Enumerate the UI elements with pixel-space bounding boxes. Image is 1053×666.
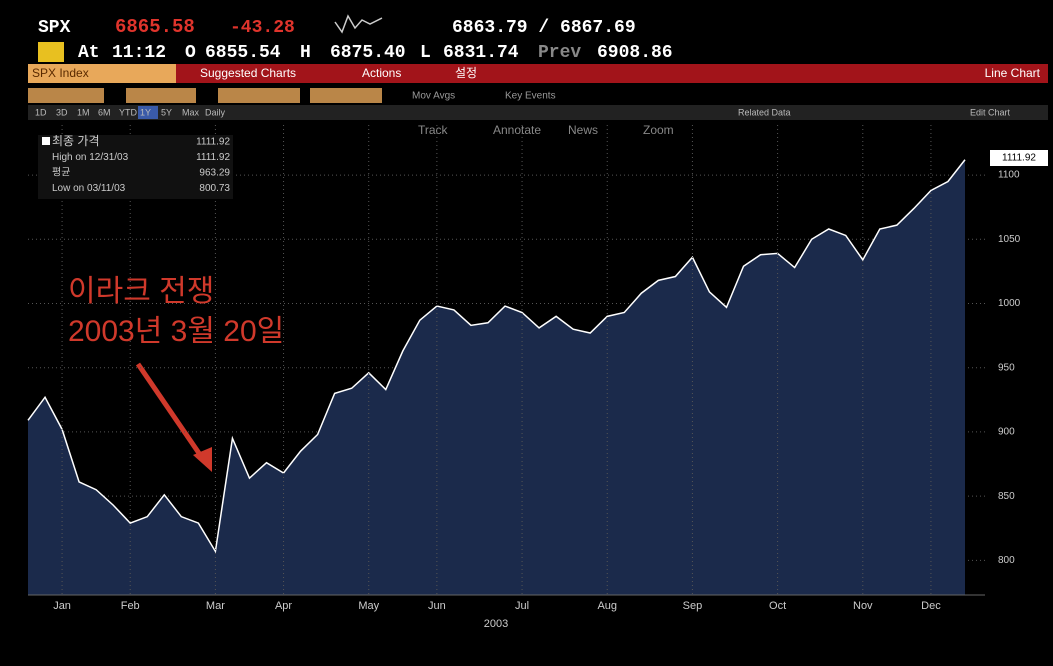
x-tick-label: Jun [428,600,446,612]
period-button[interactable]: 6M [98,107,111,117]
period-button[interactable]: 3D [56,107,68,117]
open-label: O [185,43,196,63]
legend-swatch [42,137,50,145]
last-price-tag [990,150,1048,166]
x-tick-label: Mar [206,600,225,612]
period-active [138,106,158,119]
x-tick-label: Dec [921,600,941,612]
legend-value: 1111.92 [196,152,230,163]
x-axis-label: 2003 [484,618,508,630]
annotation: 2003년 3월 20일 [68,315,284,348]
chart-tool[interactable]: Track [418,123,449,137]
x-tick-label: Feb [121,600,140,612]
y-tick-label: 850 [998,491,1015,502]
legend-label: High on 12/31/03 [52,152,129,163]
related-data: Related Data [738,107,791,117]
prev: 6908.86 [597,43,673,63]
last-price: 6865.58 [115,16,195,38]
y-tick-label: 1050 [998,234,1021,245]
sparkline-icon [334,14,383,34]
key-events: Key Events [505,91,556,102]
bid-ask: 6863.79 / 6867.69 [452,18,636,38]
period-button[interactable]: 5Y [161,107,172,117]
x-tick-label: Apr [275,600,292,612]
toolbar-row [28,105,1048,120]
net-change: -43.28 [230,18,295,38]
toolbar-field [218,88,300,103]
x-tick-label: May [358,600,379,612]
mov-avgs: Mov Avgs [412,91,455,102]
last-price-label: 1111.92 [1002,153,1036,164]
suggested-charts: Suggested Charts [200,66,296,80]
period-button[interactable]: 1D [35,107,47,117]
toolbar-field [126,88,196,103]
low-label: L [420,43,431,63]
x-tick-label: Oct [769,600,786,612]
ticker: SPX [38,18,71,38]
legend-value: 800.73 [199,183,230,194]
x-tick-label: Aug [597,600,617,612]
security: SPX Index [32,66,89,80]
price-line [27,159,966,554]
area [28,159,965,596]
toolbar-field [310,88,382,103]
x-tick-label: Nov [853,600,873,612]
prev-label: Prev [538,43,581,63]
chart-type: Line Chart [985,66,1041,80]
x-tick-label: Jul [515,600,529,612]
legend-label: Low on 03/11/03 [52,183,126,194]
x-tick-label: Sep [683,600,703,612]
settings: 설정 [455,66,477,80]
y-tick-label: 950 [998,362,1015,373]
chart-tool[interactable]: Annotate [493,123,541,137]
high-label: H [300,43,311,63]
legend-value: 963.29 [199,168,230,179]
legend-value: 1111.92 [196,137,230,148]
legend-box [38,135,233,199]
actions: Actions [362,66,401,80]
high: 6875.40 [330,43,406,63]
annotation-arrow [135,362,208,464]
time: 11:12 [112,43,166,63]
security-box[interactable] [28,64,176,83]
legend-label: 평균 [52,167,70,179]
toolbar-field [28,88,104,103]
period-button[interactable]: Max [182,107,200,117]
legend-label: 최종 가격 [52,134,100,148]
open: 6855.54 [205,43,281,63]
period-button[interactable]: YTD [119,107,138,117]
y-tick-label: 900 [998,427,1015,438]
low: 6831.74 [443,43,519,63]
chart-tool[interactable]: Zoom [643,123,674,137]
frequency: Daily [205,107,226,117]
edit-chart: Edit Chart [970,107,1011,117]
period-button[interactable]: 1M [77,107,90,117]
at-label: At [78,43,100,63]
y-tick-label: 1000 [998,298,1021,309]
y-tick-label: 800 [998,555,1015,566]
status-icon [38,42,64,62]
y-tick-label: 1100 [998,170,1020,181]
period-button[interactable]: 1Y [140,107,151,117]
chart-tool[interactable]: News [568,123,598,137]
annotation: 이라크 전쟁 [68,275,214,308]
annotation-arrowhead [193,447,212,472]
menu-bar [176,64,1048,83]
x-tick-label: Jan [53,600,71,612]
